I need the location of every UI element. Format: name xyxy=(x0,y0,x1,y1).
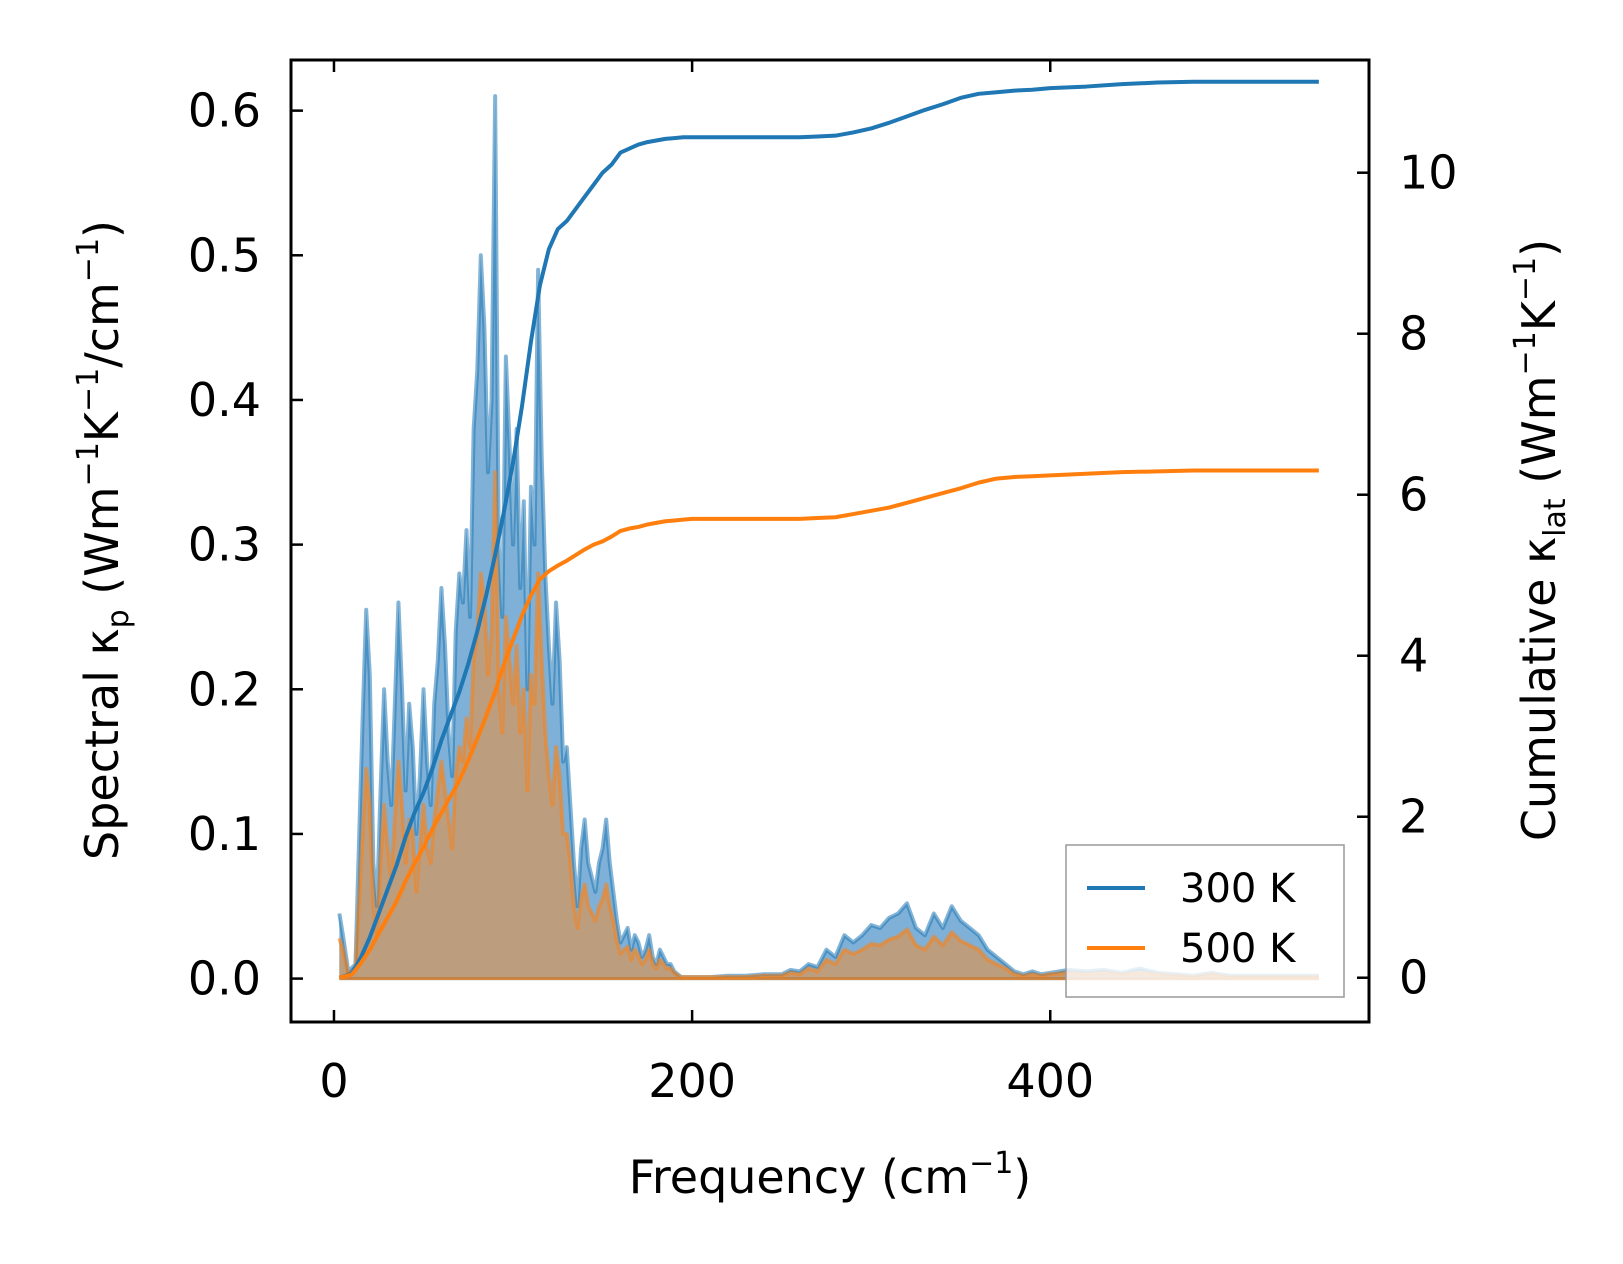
y-right-label-sup: −1 xyxy=(1508,257,1543,301)
y-left-tick-label: 0.2 xyxy=(188,662,261,716)
spectral-fill-500k xyxy=(339,472,1319,979)
y-left-tick-label: 0.6 xyxy=(188,84,261,138)
spectral-line-300k xyxy=(337,94,1319,980)
spectral-line-500k xyxy=(337,470,1319,980)
legend-label-500k: 500 K xyxy=(1180,926,1297,972)
y-left-label-sup: −1 xyxy=(71,442,106,486)
x-tick-label: 0 xyxy=(319,1054,348,1108)
y-right-tick-label: 4 xyxy=(1399,629,1428,683)
x-axis-label-close: ) xyxy=(1013,1150,1031,1204)
y-right-tick-label: 0 xyxy=(1399,951,1428,1005)
x-tick-label: 400 xyxy=(1006,1054,1094,1108)
legend-label-300k: 300 K xyxy=(1180,866,1297,912)
y-left-label-part: /cm xyxy=(75,282,129,368)
y-left-tick-label: 0.5 xyxy=(188,228,261,282)
y-left-tick-label: 0.4 xyxy=(188,373,261,427)
y-axis-left-label: Spectral κp (Wm−1K−1/cm−1) xyxy=(71,220,136,860)
y-left-label-sup: −1 xyxy=(71,238,106,282)
legend: 300 K 500 K xyxy=(1065,844,1345,998)
y-right-label-part: Cumulative κ xyxy=(1512,537,1566,841)
y-right-label-part: ) xyxy=(1512,239,1566,257)
cumulative-line-300k xyxy=(338,79,1319,980)
legend-box xyxy=(1065,844,1345,998)
y-left-label-part: ) xyxy=(75,220,129,238)
plot-frame xyxy=(289,58,1371,1024)
y-left-tick-label: 0.1 xyxy=(188,807,261,861)
y-right-tick-label: 2 xyxy=(1399,790,1428,844)
x-tick-label: 200 xyxy=(648,1054,736,1108)
y-axis-right-label: Cumulative κlat (Wm−1K−1) xyxy=(1508,239,1573,841)
y-right-label-sub: lat xyxy=(1538,498,1573,537)
x-axis-label: Frequency (cm−1) xyxy=(629,1146,1032,1204)
y-left-label-part: (Wm xyxy=(75,486,129,609)
y-left-label-sup: −1 xyxy=(71,368,106,412)
y-left-label-part: Spectral κ xyxy=(75,628,129,860)
y-right-tick-label: 8 xyxy=(1399,307,1428,361)
y-right-label-part: (Wm xyxy=(1512,375,1566,498)
y-right-tick-label: 10 xyxy=(1399,146,1458,200)
cumulative-line-500k xyxy=(338,468,1319,980)
y-right-label-part: K xyxy=(1512,299,1566,331)
axis-ticks: 0 200 400 0.0 0.1 0.2 0.3 0.4 0.5 0.6 0 2 4 6 8 10 xyxy=(188,60,1458,1108)
x-axis-label-sup: −1 xyxy=(969,1146,1013,1181)
y-left-tick-label: 0.3 xyxy=(188,518,261,572)
y-right-label-sup: −1 xyxy=(1508,331,1543,375)
cumulative-lines xyxy=(338,79,1319,980)
y-right-tick-label: 6 xyxy=(1399,468,1428,522)
y-left-label-sub: p xyxy=(101,609,136,628)
y-left-label-part: K xyxy=(75,410,129,442)
y-left-tick-label: 0.0 xyxy=(188,952,261,1006)
x-axis-label-main: Frequency (cm xyxy=(629,1150,969,1204)
